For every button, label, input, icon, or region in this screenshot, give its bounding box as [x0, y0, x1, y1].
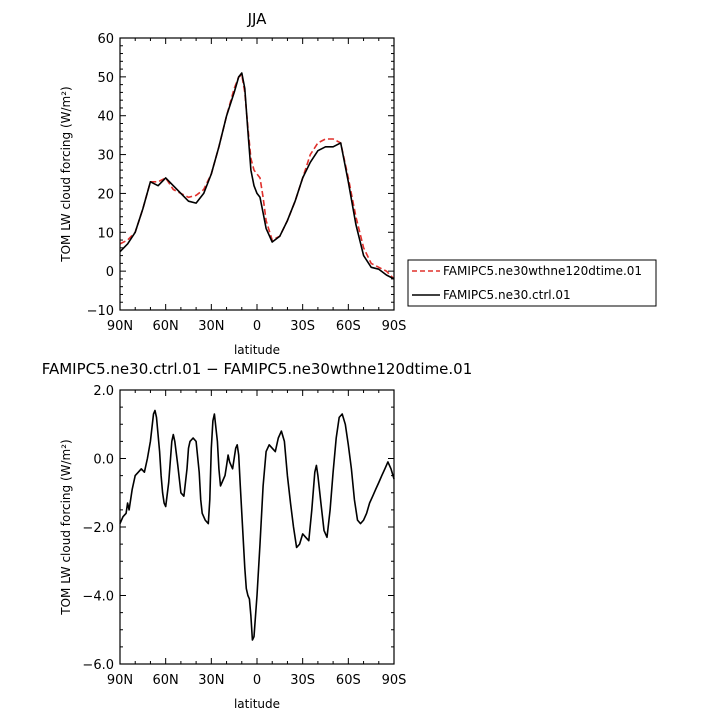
bottom-axes-ticks: 90N 60N 30N 0 30S 60S 90S −6.0 −4.0 −2.0 0.0 2.0	[82, 384, 406, 688]
top-y-tick-label: 10	[97, 226, 114, 241]
bottom-x-tick-label: 0	[253, 673, 261, 688]
top-series-line-1	[119, 72, 395, 280]
bottom-y-tick-label: 0.0	[93, 453, 114, 468]
top-y-tick-label: 20	[97, 187, 114, 202]
bottom-x-tick-label: 60N	[153, 673, 179, 688]
top-series-group	[119, 72, 395, 280]
top-y-tick-label: 50	[97, 71, 114, 86]
top-x-tick-label: 30N	[198, 319, 224, 334]
bottom-plot-frame	[119, 389, 395, 665]
bottom-x-axis-label: latitude	[234, 697, 280, 711]
top-y-tick-label: 40	[97, 110, 114, 125]
bottom-series-line-0	[119, 409, 395, 641]
top-y-axis-label: TOM LW cloud forcing (W/m²)	[59, 86, 73, 263]
top-x-tick-label: 60N	[153, 319, 179, 334]
top-x-tick-label: 0	[253, 319, 261, 334]
top-y-tick-label: 60	[97, 32, 114, 47]
top-y-tick-label: −10	[87, 304, 114, 319]
top-y-tick-label: 30	[97, 149, 114, 164]
bottom-x-tick-label: 30N	[198, 673, 224, 688]
top-y-tick-label: 0	[106, 265, 114, 280]
bottom-x-tick-label: 30S	[290, 673, 315, 688]
top-x-tick-label: 90S	[382, 319, 407, 334]
top-series-line-0	[119, 74, 395, 280]
bottom-chart-title: FAMIPC5.ne30.ctrl.01 − FAMIPC5.ne30wthne…	[42, 360, 473, 378]
top-x-tick-label: 30S	[290, 319, 315, 334]
bottom-panel: FAMIPC5.ne30.ctrl.01 − FAMIPC5.ne30wthne…	[42, 360, 473, 711]
top-x-tick-label: 90N	[107, 319, 133, 334]
bottom-x-tick-label: 60S	[336, 673, 361, 688]
bottom-y-tick-label: −2.0	[82, 521, 114, 536]
bottom-x-tick-label: 90S	[382, 673, 407, 688]
bottom-y-axis-label: TOM LW cloud forcing (W/m²)	[59, 439, 73, 616]
bottom-y-tick-label: 2.0	[93, 384, 114, 399]
top-plot-frame	[119, 37, 395, 311]
legend-label-0: FAMIPC5.ne30wthne120dtime.01	[443, 264, 642, 278]
top-chart-title: JJA	[247, 10, 268, 28]
bottom-y-tick-label: −4.0	[82, 590, 114, 605]
top-axes-ticks: 90N 60N 30N 0 30S 60S 90S −10 0 10 20 30 40 50 60	[87, 32, 407, 334]
bottom-x-tick-label: 90N	[107, 673, 133, 688]
legend-box	[407, 259, 657, 307]
top-panel: JJA 90N 60N 30N 0 30S 60S 90S−100102030405060 …	[59, 10, 657, 357]
bottom-series-group	[119, 409, 395, 641]
top-x-axis-label: latitude	[234, 343, 280, 357]
legend-label-1: FAMIPC5.ne30.ctrl.01	[443, 288, 571, 302]
bottom-y-tick-label: −6.0	[82, 658, 114, 673]
top-x-tick-label: 60S	[336, 319, 361, 334]
